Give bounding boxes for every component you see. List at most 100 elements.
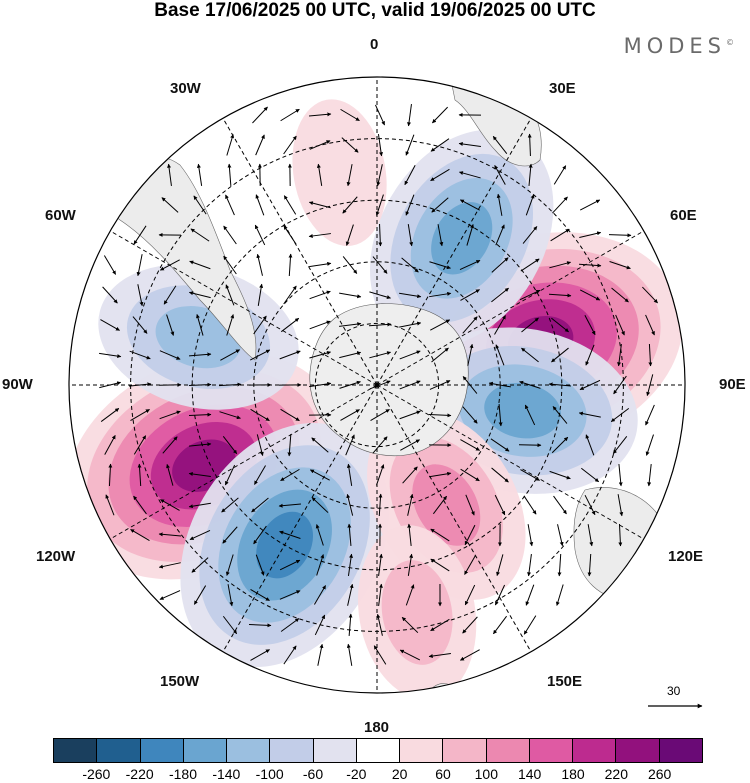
wind-vector [432, 495, 448, 515]
wind-vector [557, 524, 564, 547]
wind-vector [132, 316, 148, 334]
wind-vector [189, 260, 211, 270]
colorbar-swatch [442, 739, 486, 762]
wind-vector [490, 438, 510, 452]
wind-vector [255, 134, 265, 156]
map-title: Base 17/06/2025 00 UTC, valid 19/06/2025… [154, 0, 596, 21]
wind-vector [248, 623, 272, 628]
wind-vector [399, 350, 421, 360]
wind-vector [464, 555, 476, 575]
colorbar-tick-label: 180 [561, 766, 585, 782]
colorbar-tick-label: -140 [212, 766, 241, 782]
wind-vector [376, 613, 383, 636]
colorbar-tick-label: 260 [647, 766, 672, 782]
wind-vector [528, 163, 533, 186]
lon-label-60e: 60E [670, 207, 697, 224]
wind-vector [227, 163, 232, 187]
wind-vector [585, 344, 595, 366]
wind-vector [460, 468, 480, 482]
meridian-line [222, 384, 378, 652]
wind-vector [158, 562, 181, 569]
colorbar-swatch [658, 739, 702, 762]
wind-vector [278, 503, 301, 508]
wind-vector [617, 344, 622, 367]
wind-vector [224, 464, 236, 486]
meridian-line [376, 118, 532, 386]
wind-vector [464, 584, 476, 606]
wind-vector [645, 404, 655, 426]
colorbar-tick-label: -220 [125, 766, 154, 782]
wind-vector [188, 412, 212, 417]
wind-vector [316, 554, 325, 576]
colorbar-swatch [269, 739, 313, 762]
wind-vector [578, 263, 602, 268]
wind-vector [609, 261, 631, 270]
wind-vector [465, 494, 475, 516]
wind-vector [368, 322, 392, 327]
south-america [88, 154, 257, 361]
wind-vector [430, 558, 450, 572]
wind-vector [340, 108, 360, 122]
wind-vector [488, 381, 511, 388]
wind-vector [458, 141, 481, 148]
wind-vector [527, 554, 532, 577]
wind-vector [283, 225, 297, 245]
meridian-line [376, 384, 532, 652]
wind-vector [407, 523, 412, 546]
wind-vector [287, 433, 292, 457]
wind-vector [584, 494, 596, 516]
wind-vector [462, 406, 478, 424]
wind-vector [612, 436, 628, 454]
wind-vector [579, 231, 602, 239]
wind-vector [460, 439, 480, 451]
colorbar-tick-label: 20 [391, 766, 408, 782]
wind-vector [137, 284, 144, 307]
wind-vector [161, 197, 179, 213]
wind-vector [372, 436, 388, 454]
map-boundary [68, 76, 686, 694]
wind-vector [316, 163, 323, 186]
wind-vector [225, 554, 234, 576]
lon-label-150e: 150E [547, 673, 583, 690]
wind-vector [99, 352, 122, 359]
wind-vector [549, 261, 572, 269]
colorbar-swatch [615, 739, 659, 762]
colorbar-tick-label: -260 [82, 766, 111, 782]
wind-vector [159, 259, 180, 271]
wind-vector [431, 106, 449, 124]
colorbar-swatch [572, 739, 616, 762]
wind-vector [251, 497, 269, 513]
wind-vector [378, 583, 383, 606]
wind-vector [399, 410, 421, 420]
wind-vector [283, 645, 297, 665]
wind-vector [280, 468, 300, 482]
wind-vector [431, 347, 449, 363]
vector-scale-label: 30 [667, 684, 681, 698]
wind-vector [428, 652, 451, 658]
wind-vector [647, 464, 652, 487]
wind-vector [188, 382, 212, 387]
brand-mark: © [726, 38, 734, 47]
anomaly-contour [484, 382, 561, 439]
wind-vector [279, 559, 301, 571]
wind-vector [346, 164, 353, 187]
wind-vector [399, 649, 421, 661]
wind-vector [257, 283, 264, 306]
wind-vector [519, 380, 541, 389]
wind-vector [401, 616, 419, 634]
wind-vector [222, 615, 238, 635]
wind-vector [130, 528, 150, 542]
wind-vector [460, 289, 480, 301]
wind-vector [466, 224, 475, 246]
wind-vector [494, 494, 506, 516]
wind-vector [495, 224, 505, 246]
wind-vector [189, 529, 211, 541]
colorbar-swatch [355, 739, 400, 762]
wind-vector [549, 470, 571, 480]
wind-vector [551, 347, 569, 363]
wind-vector [521, 317, 539, 333]
wind-vector [218, 382, 242, 387]
wind-vector [618, 523, 623, 547]
wind-vector [188, 502, 211, 509]
wind-vector [551, 436, 569, 454]
